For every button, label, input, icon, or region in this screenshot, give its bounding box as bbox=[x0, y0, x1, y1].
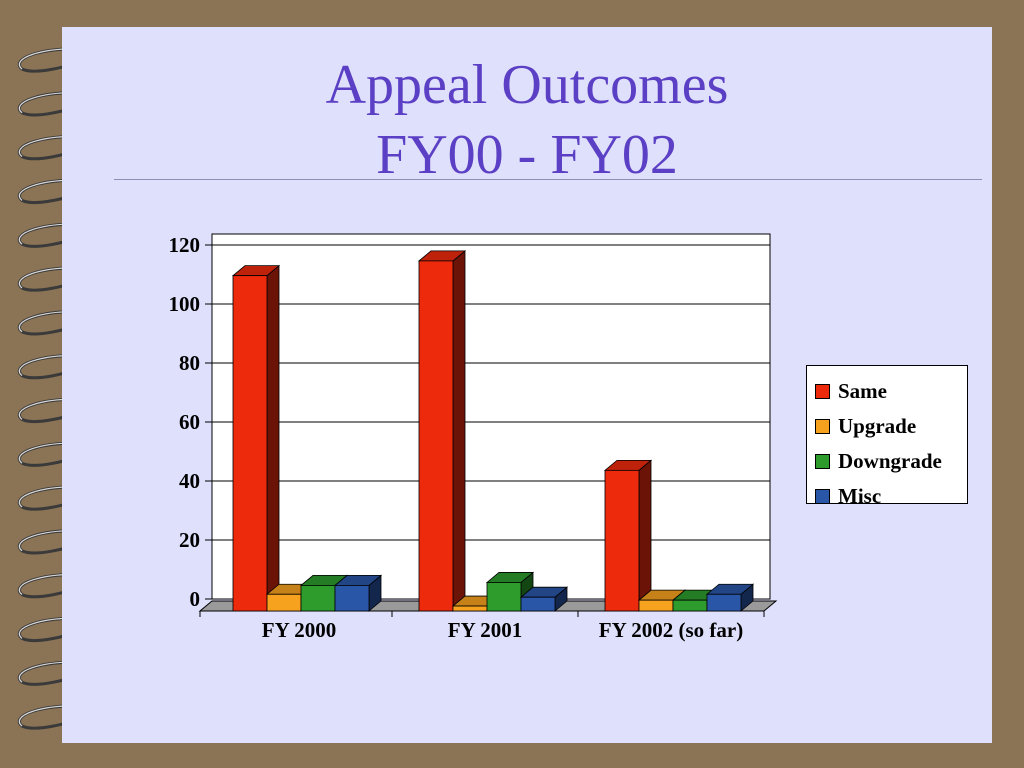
legend-item-downgrade: Downgrade bbox=[807, 444, 967, 479]
legend-swatch-upgrade bbox=[815, 419, 830, 434]
bar-same-2 bbox=[417, 250, 467, 612]
legend-label-downgrade: Downgrade bbox=[838, 449, 942, 473]
y-tick-label: 100 bbox=[169, 292, 201, 316]
legend-label-misc: Misc bbox=[838, 484, 882, 508]
chart-legend: Same Upgrade Downgrade Misc bbox=[806, 365, 968, 508]
legend-item-upgrade: Upgrade bbox=[807, 409, 967, 444]
legend-label-upgrade: Upgrade bbox=[838, 414, 917, 438]
bar-misc-2 bbox=[519, 586, 569, 612]
bar-misc-3 bbox=[705, 583, 755, 612]
x-category-label: FY 2000 bbox=[262, 618, 336, 642]
slide-title-line-1: Appeal Outcomes bbox=[325, 54, 729, 116]
x-category-label: FY 2001 bbox=[448, 618, 522, 642]
legend-label-same: Same bbox=[838, 379, 887, 403]
bar-chart: 0 20 40 60 80 100 120 FY 2000 FY 2001 FY 2002 (so… bbox=[169, 233, 778, 642]
legend-item-misc: Misc bbox=[807, 479, 967, 514]
bar-same-3 bbox=[603, 459, 653, 612]
y-tick-label: 120 bbox=[169, 233, 201, 257]
legend-swatch-misc bbox=[815, 489, 830, 504]
slide-title-line-2: FY00 - FY02 bbox=[376, 124, 678, 186]
title-divider bbox=[114, 179, 982, 180]
legend-swatch-downgrade bbox=[815, 454, 830, 469]
legend-swatch-same bbox=[815, 384, 830, 399]
plot-area bbox=[211, 233, 771, 600]
slide-page: Appeal Outcomes FY00 - FY02 0 20 40 60 80 100… bbox=[62, 27, 992, 743]
y-tick-label: 40 bbox=[179, 469, 200, 493]
y-tick-label: 20 bbox=[179, 528, 200, 552]
bar-misc-1 bbox=[333, 574, 383, 612]
bar-same-1 bbox=[231, 264, 281, 612]
y-tick-label: 0 bbox=[190, 587, 201, 611]
y-tick-label: 80 bbox=[179, 351, 200, 375]
y-tick-label: 60 bbox=[179, 410, 200, 434]
x-category-label: FY 2002 (so far) bbox=[599, 618, 743, 642]
legend-item-same: Same bbox=[807, 374, 967, 409]
